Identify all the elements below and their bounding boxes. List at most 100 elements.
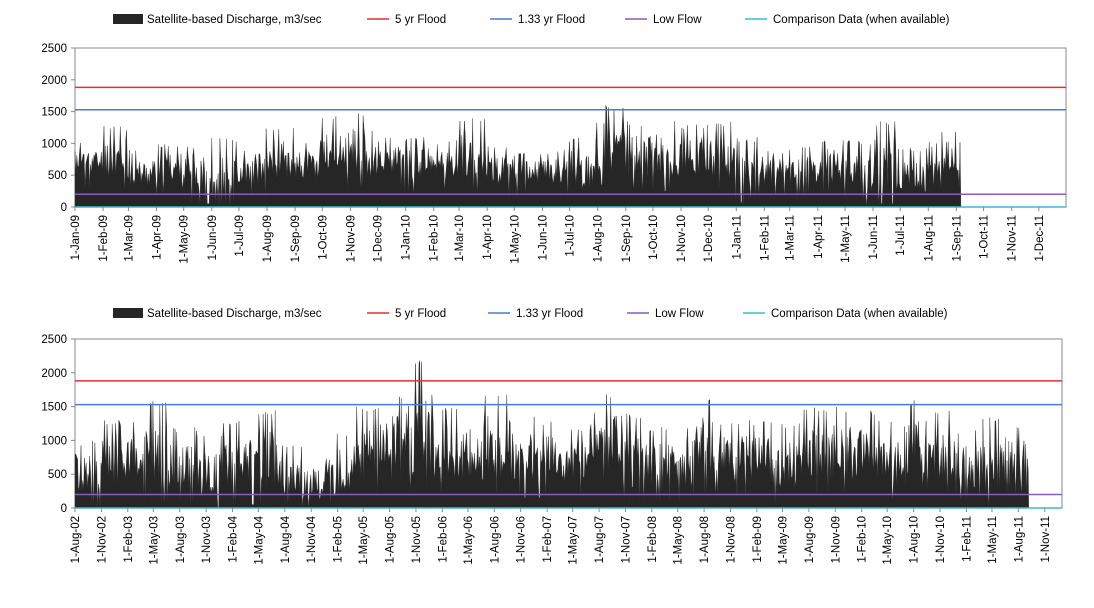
x-tick-label: 1-May-09 [179,215,191,264]
x-tick-label: 1-Feb-05 [333,516,345,563]
legend-label: Comparison Data (when available) [771,308,948,320]
x-tick-label: 1-Aug-09 [262,215,274,262]
x-tick-label: 1-Sep-09 [290,215,302,262]
legend-swatch-discharge [113,14,143,24]
x-tick-label: 1-Nov-04 [306,515,318,563]
x-tick-label: 1-Oct-10 [648,215,660,260]
x-tick-label: 1-Nov-03 [201,516,213,563]
x-tick-label: 1-Mar-09 [123,215,135,262]
discharge-area [74,105,962,208]
x-tick-label: 1-Jul-10 [565,215,577,257]
x-tick-label: 1-Nov-05 [411,516,423,563]
x-tick-label: 1-Nov-11 [1007,215,1019,261]
x-tick-label: 1-Jan-09 [70,215,82,260]
x-tick-label: 1-May-06 [463,516,475,565]
x-tick-label: 1-May-11 [987,516,999,564]
x-tick-label: 1-Apr-10 [482,215,494,260]
x-tick-label: 1-Feb-11 [961,516,973,562]
x-tick-label: 1-Feb-08 [647,516,659,563]
x-tick-label: 1-Aug-06 [489,516,501,563]
legend-label: Low Flow [653,14,702,26]
x-tick-label: 1-Mar-11 [785,215,797,261]
legend-label: Comparison Data (when available) [773,14,950,26]
x-tick-label: 1-Aug-07 [594,516,606,563]
x-tick-label: 1-May-04 [253,515,265,564]
x-tick-label: 1-Sep-11 [951,215,963,261]
x-tick-label: 1-Jun-10 [537,215,549,260]
y-tick-label: 2500 [41,43,67,55]
x-tick-label: 1-Aug-09 [804,516,816,563]
x-tick-label: 1-Aug-02 [70,516,82,563]
y-tick-label: 1000 [41,138,67,150]
x-tick-label: 1-Aug-05 [385,516,397,563]
legend-label: Satellite-based Discharge, m3/sec [147,14,322,26]
bottom-chart: Satellite-based Discharge, m3/sec 5 yr Fl… [41,308,1063,565]
x-tick-label: 1-Aug-11 [923,215,935,261]
x-tick-label: 1-Nov-08 [726,516,738,563]
y-tick-label: 1000 [41,435,67,447]
x-tick-label: 1-Apr-11 [813,215,825,259]
y-tick-label: 2000 [41,75,67,87]
x-tick-label: 1-Feb-04 [228,515,240,562]
x-tick-label: 1-Dec-09 [373,215,385,262]
x-tick-label: 1-Nov-07 [620,516,632,563]
x-tick-label: 1-Aug-10 [909,516,921,563]
x-tick-label: 1-Jan-11 [731,215,743,260]
x-tick-label: 1-Apr-09 [152,215,164,260]
x-tick-label: 1-Aug-10 [593,215,605,262]
x-tick-label: 1-May-03 [148,516,160,565]
x-tick-label: 1-Feb-07 [542,516,554,563]
x-tick-label: 1-Dec-10 [703,215,715,262]
x-tick-label: 1-Nov-10 [676,215,688,262]
x-tick-label: 1-Jul-09 [234,215,246,257]
y-tick-label: 500 [48,170,67,182]
x-tick-label: 1-Jun-09 [207,215,219,260]
y-tick-label: 500 [48,469,67,481]
legend-label: 1.33 yr Flood [516,308,583,320]
x-tick-label: 1-Oct-09 [317,215,329,260]
x-tick-label: 1-May-10 [509,215,521,264]
x-tick-label: 1-Feb-10 [857,516,869,563]
x-tick-label: 1-Feb-11 [759,215,771,261]
x-tick-label: 1-Aug-11 [1013,516,1025,562]
x-tick-label: 1-Mar-10 [454,215,466,262]
y-tick-label: 0 [61,202,67,214]
legend-label: 5 yr Flood [395,14,446,26]
y-tick-label: 0 [61,503,67,515]
x-tick-label: 1-Aug-03 [175,516,187,563]
x-tick-label: 1-May-11 [840,215,852,263]
discharge-area [74,360,1029,509]
legend-label: 1.33 yr Flood [518,14,585,26]
x-tick-label: 1-Aug-04 [280,515,292,563]
x-tick-label: 1-Dec-11 [1034,215,1046,261]
x-tick-label: 1-Feb-09 [98,215,110,262]
legend-swatch-discharge [113,308,143,318]
x-tick-label: 1-Feb-09 [752,516,764,563]
x-tick-label: 1-Feb-03 [123,516,135,563]
x-tick-label: 1-Jul-11 [895,215,907,256]
x-tick-label: 1-May-10 [882,516,894,565]
x-tick-label: 1-May-08 [673,516,685,565]
x-tick-label: 1-Oct-11 [979,215,991,259]
y-tick-label: 2000 [41,368,67,380]
x-tick-label: 1-Jan-10 [401,215,413,260]
legend-label: Satellite-based Discharge, m3/sec [147,308,322,320]
x-tick-label: 1-Aug-08 [699,516,711,563]
x-tick-label: 1-Nov-11 [1040,516,1052,562]
x-tick-label: 1-Feb-10 [429,215,441,262]
y-tick-label: 1500 [41,107,67,119]
x-tick-label: 1-May-05 [358,516,370,565]
x-tick-label: 1-Feb-06 [437,516,449,563]
x-tick-label: 1-Nov-09 [345,215,357,262]
y-tick-label: 2500 [41,334,67,346]
top-chart: Satellite-based Discharge, m3/sec 5 yr Fl… [41,14,1067,264]
x-tick-label: 1-Sep-10 [621,215,633,262]
x-tick-label: 1-Jun-11 [868,215,880,260]
x-tick-label: 1-Nov-10 [935,516,947,563]
x-tick-label: 1-May-07 [568,516,580,565]
x-tick-label: 1-May-09 [777,516,789,565]
legend-label: 5 yr Flood [395,308,446,320]
x-tick-label: 1-Nov-09 [830,516,842,563]
y-tick-label: 1500 [41,402,67,414]
